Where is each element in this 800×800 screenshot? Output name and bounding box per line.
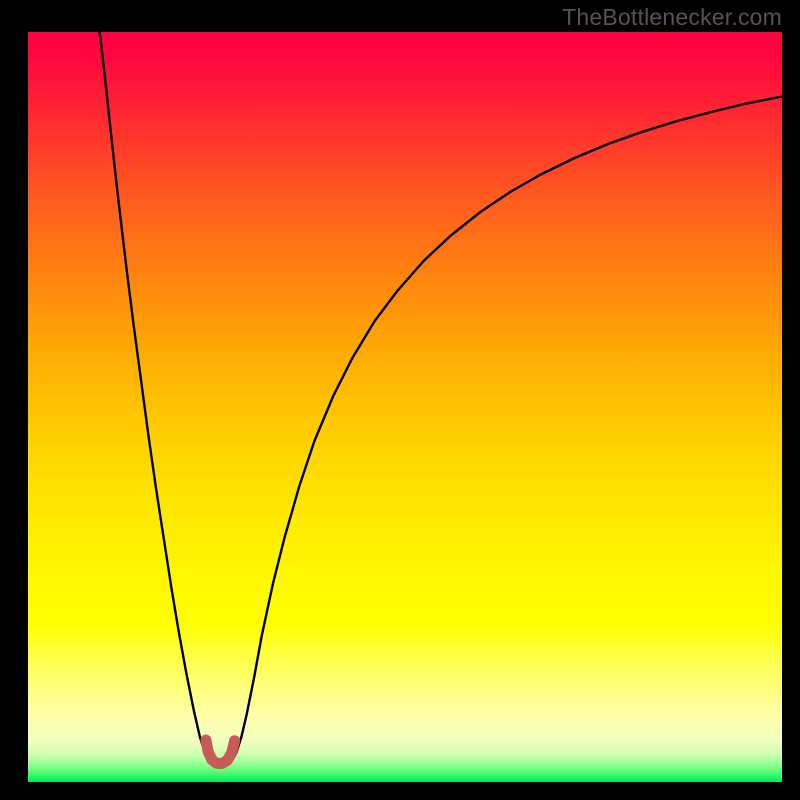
- gradient-background: [28, 32, 782, 782]
- chart-svg: [28, 32, 782, 782]
- watermark-text: TheBottlenecker.com: [562, 4, 782, 31]
- plot-area: [28, 32, 782, 782]
